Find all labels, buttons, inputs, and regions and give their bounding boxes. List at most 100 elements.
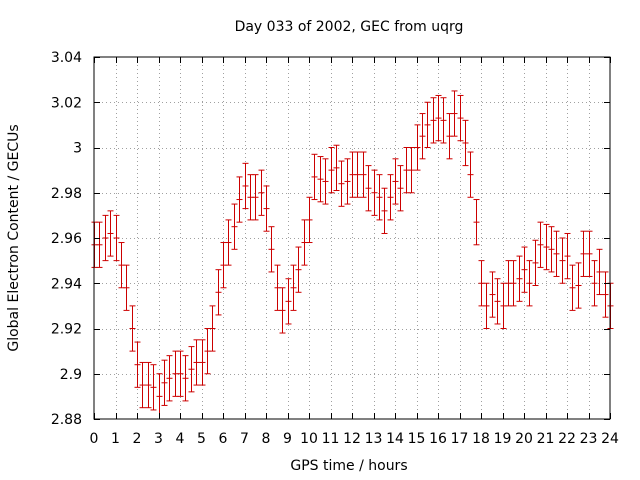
error-bar-point — [397, 165, 404, 212]
error-bar-point — [532, 239, 539, 287]
error-bar-point — [182, 355, 189, 402]
x-tick-labels: 0 1 2 3 4 5 6 7 8 9 10 11 12 13 14 15 16 17 18 19 20 21 22 23 24 — [90, 431, 619, 447]
error-bar-point — [285, 278, 292, 325]
error-bar-point — [516, 255, 523, 302]
error-bar-point — [333, 144, 340, 191]
x-tick-label: 14 — [386, 431, 404, 447]
error-bar-point — [263, 185, 270, 232]
error-bar-point — [483, 282, 490, 329]
error-bar-point — [575, 262, 582, 309]
y-tick-label: 3 — [73, 141, 82, 157]
error-bar-point — [408, 147, 415, 194]
error-bar-point — [209, 305, 216, 352]
x-axis-label: GPS time / hours — [290, 458, 407, 474]
error-bar-point — [424, 101, 431, 148]
y-tick-label: 3.02 — [51, 95, 82, 111]
error-bar-point — [430, 97, 437, 144]
axis-ticks — [94, 57, 611, 420]
error-bar-point — [156, 373, 163, 420]
y-tick-label: 2.96 — [51, 231, 82, 247]
error-bar-point — [526, 260, 533, 307]
error-bar-point — [145, 361, 152, 409]
x-tick-label: 2 — [133, 431, 142, 447]
error-bar-point — [376, 174, 383, 221]
x-tick-label: 16 — [429, 431, 447, 447]
error-bar-point — [344, 158, 351, 205]
error-bar-point — [580, 230, 587, 277]
error-bar-point — [252, 174, 259, 221]
error-bar-point — [306, 196, 313, 244]
grid-lines — [94, 57, 610, 419]
error-bar-point — [279, 287, 286, 334]
y-tick-label: 2.94 — [51, 276, 82, 292]
x-tick-label: 3 — [154, 431, 163, 447]
error-bar-point — [338, 160, 345, 207]
error-bar-point — [435, 94, 442, 142]
error-bar-point — [231, 203, 238, 250]
error-bar-point — [414, 124, 421, 171]
error-bar-point — [242, 162, 249, 210]
x-tick-label: 6 — [219, 431, 228, 447]
error-bar-point — [258, 169, 265, 216]
error-bar-point — [440, 97, 447, 144]
error-bar-point — [494, 278, 501, 325]
error-bar-point — [177, 350, 184, 397]
error-bar-point — [586, 230, 593, 277]
x-tick-label: 13 — [365, 431, 383, 447]
x-tick-label: 12 — [343, 431, 361, 447]
error-bar-point — [188, 346, 195, 393]
x-tick-label: 5 — [197, 431, 206, 447]
y-axis-label: Global Electron Content / GECUs — [6, 124, 22, 351]
error-bar-point — [510, 260, 517, 307]
x-tick-label: 0 — [90, 431, 99, 447]
x-tick-label: 1 — [111, 431, 120, 447]
error-bar-point — [559, 237, 566, 284]
error-bar-point — [360, 151, 367, 198]
error-bar-point — [268, 226, 275, 273]
error-bar-point — [596, 248, 603, 296]
error-bar-point — [473, 199, 480, 246]
error-bar-point — [113, 214, 120, 262]
error-bar-point — [564, 232, 571, 280]
error-bar-point — [102, 214, 109, 262]
x-tick-label: 19 — [494, 431, 512, 447]
error-bar-point — [215, 269, 222, 316]
error-bar-point — [295, 246, 302, 293]
error-bar-point — [569, 264, 576, 311]
error-bar-point — [521, 246, 528, 293]
x-tick-label: 8 — [262, 431, 271, 447]
x-tick-label: 21 — [537, 431, 555, 447]
y-tick-label: 2.9 — [60, 367, 82, 383]
error-bar-point — [462, 119, 469, 167]
x-tick-label: 22 — [558, 431, 576, 447]
error-bar-point — [123, 264, 130, 311]
error-bar-point — [134, 341, 141, 388]
error-bar-point — [317, 156, 324, 203]
y-tick-label: 3.04 — [51, 50, 82, 66]
error-bar-point — [199, 339, 206, 386]
x-tick-label: 23 — [580, 431, 598, 447]
error-bar-point — [96, 221, 103, 268]
error-bar-point — [553, 230, 560, 277]
error-bar-point — [236, 176, 243, 223]
y-tick-label: 2.88 — [51, 412, 82, 428]
error-bar-point — [328, 147, 335, 194]
x-tick-label: 24 — [601, 431, 619, 447]
error-bar-point — [602, 271, 609, 318]
error-bar-point — [150, 364, 157, 411]
error-bar-point — [392, 158, 399, 205]
x-tick-label: 10 — [300, 431, 318, 447]
chart-title: Day 033 of 2002, GEC from uqrg — [235, 19, 464, 35]
error-bar-point — [591, 260, 598, 307]
error-bar-point — [446, 113, 453, 160]
y-tick-label: 2.98 — [51, 186, 82, 202]
error-bar-point — [161, 359, 168, 406]
x-tick-label: 15 — [408, 431, 426, 447]
error-bar-point — [489, 271, 496, 318]
x-tick-label: 11 — [322, 431, 340, 447]
error-bar-point — [322, 158, 329, 205]
error-bar-point — [543, 223, 550, 271]
error-bar-point — [371, 169, 378, 216]
error-bar-point — [193, 339, 200, 386]
